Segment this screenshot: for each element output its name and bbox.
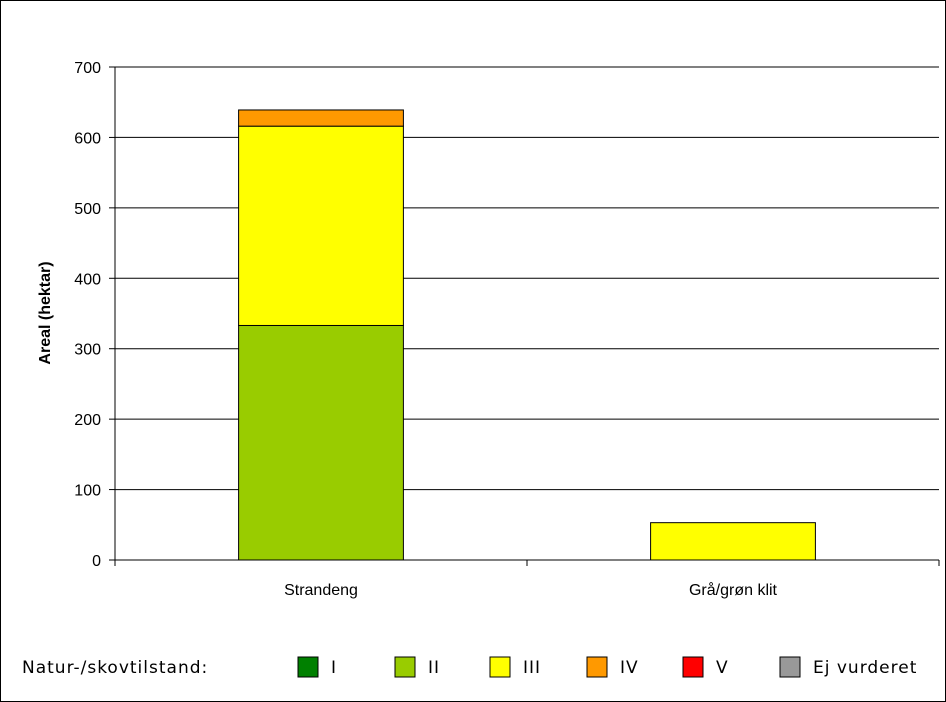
- bar-segment-iii: [650, 522, 816, 561]
- legend-swatch: [586, 656, 608, 678]
- legend-swatch: [394, 656, 416, 678]
- legend-swatch: [297, 656, 319, 678]
- y-tick-label: 0: [92, 553, 101, 570]
- bar-segment-iv: [238, 109, 404, 127]
- y-tick-label: 400: [74, 271, 101, 288]
- y-tick-label: 500: [74, 201, 101, 218]
- legend-label: III: [523, 658, 541, 678]
- bar-segment-ii: [238, 324, 404, 561]
- bars: [238, 109, 816, 561]
- axes: [109, 66, 940, 566]
- tick-labels: 0 100 200 300 400 500 600 700 Strandeng Grå/grøn …: [74, 60, 777, 599]
- x-tick-label: Grå/grøn klit: [689, 581, 778, 599]
- legend-swatch: [779, 656, 801, 678]
- legend-swatch: [489, 656, 511, 678]
- x-tick-label: Strandeng: [284, 582, 358, 599]
- y-tick-label: 200: [74, 412, 101, 429]
- legend-label: II: [428, 658, 440, 678]
- legend-label: IV: [620, 658, 639, 678]
- y-axis-title: Areal (hektar): [37, 261, 54, 364]
- y-tick-label: 300: [74, 342, 101, 359]
- y-tick-label: 700: [74, 60, 101, 77]
- legend-swatch: [682, 656, 704, 678]
- bar-segment-iii: [238, 125, 404, 326]
- legend-label: V: [716, 658, 729, 678]
- legend-label: I: [331, 658, 337, 678]
- legend-title: Natur-/skovtilstand:: [22, 658, 208, 678]
- legend-label: Ej vurderet: [813, 658, 917, 678]
- y-tick-label: 100: [74, 483, 101, 500]
- legend: Natur-/skovtilstand: I II III IV V Ej vurderet: [22, 656, 917, 678]
- y-tick-label: 600: [74, 130, 101, 147]
